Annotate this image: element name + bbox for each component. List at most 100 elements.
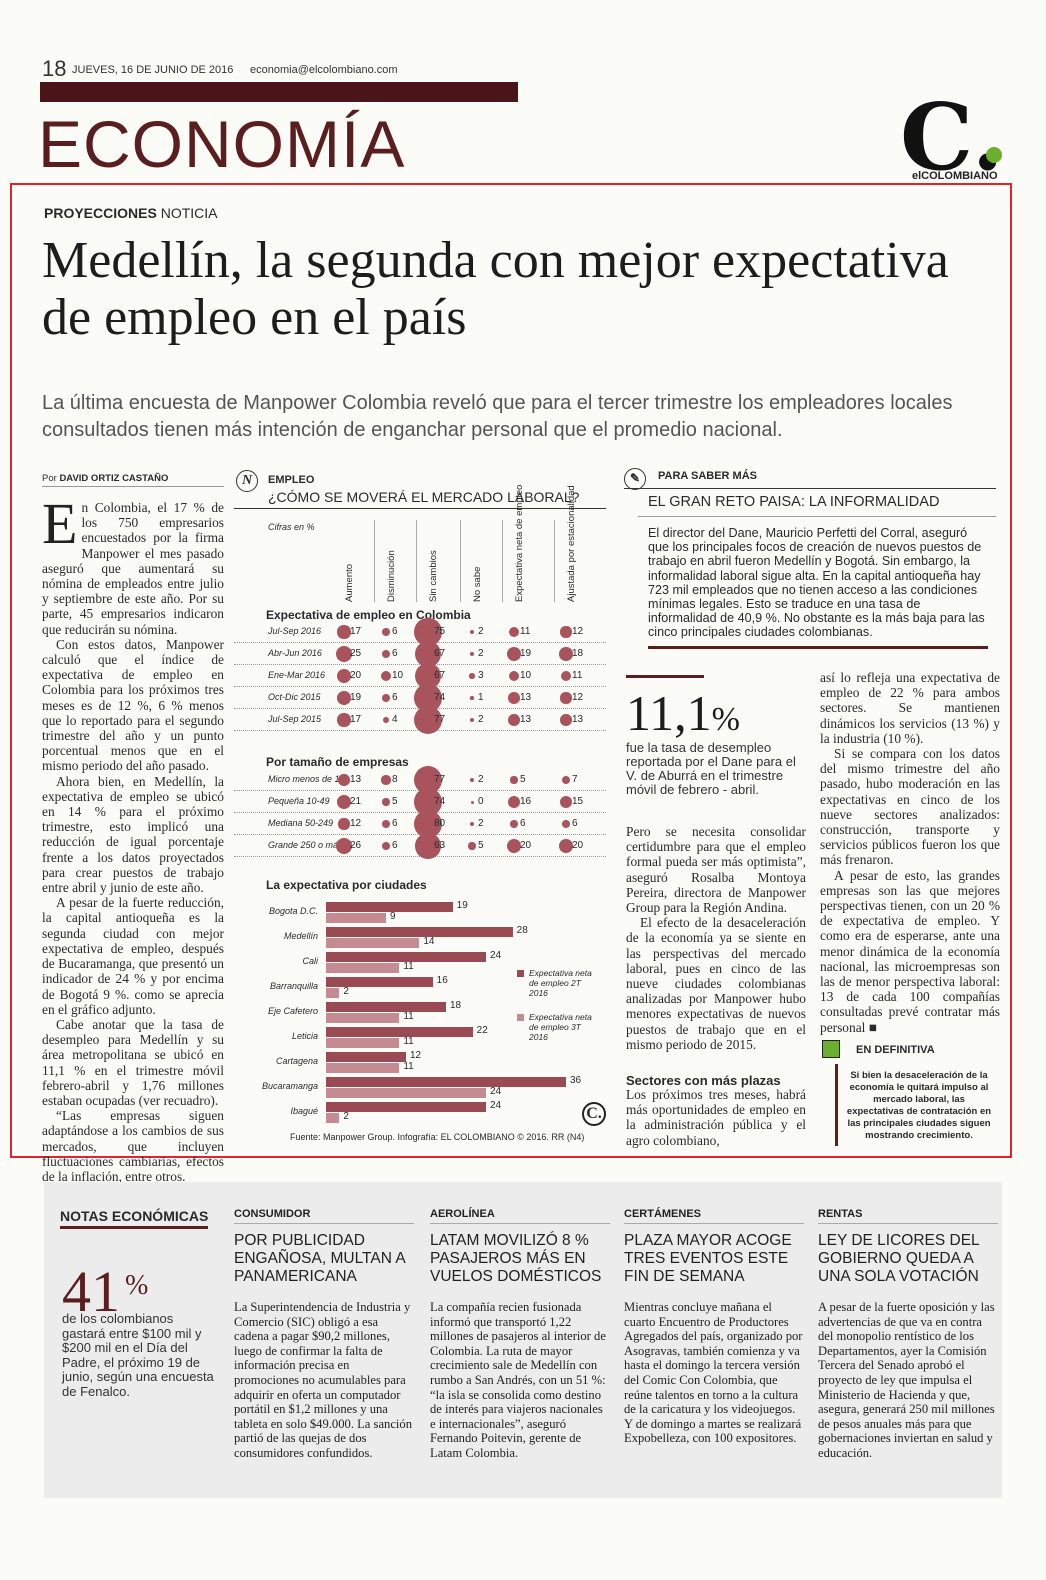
- bar-value: 11: [403, 961, 414, 972]
- cell-value: 6: [572, 818, 578, 829]
- table-row: Pequeña 10-49 21 5 74 0 16 15: [234, 788, 606, 816]
- cell-value: 15: [572, 796, 584, 807]
- legend-swatch-3t: [517, 1014, 524, 1021]
- definitiva-label: EN DEFINITIVA: [856, 1044, 935, 1056]
- notas-headline: POR PUBLICIDAD ENGAÑOSA, MULTAN A PANAME…: [234, 1232, 405, 1285]
- deck: La última encuesta de Manpower Colombia …: [42, 392, 953, 441]
- value-dot: [560, 692, 572, 704]
- saber-label-text: PARA SABER MÁS: [658, 470, 758, 482]
- notas-headline: LATAM MOVILIZÓ 8 % PASAJEROS MÁS EN VUEL…: [430, 1232, 602, 1285]
- definitiva-icon: [822, 1040, 840, 1058]
- cell-value: 19: [350, 692, 362, 703]
- saber-text: El director del Dane, Mauricio Perfetti …: [648, 526, 988, 649]
- bar-3t: [326, 1038, 400, 1048]
- value-dot: [468, 842, 476, 850]
- value-dot: [337, 713, 351, 727]
- chart-logo-icon: C.: [582, 1102, 606, 1126]
- bar-value: 12: [410, 1050, 422, 1061]
- cell-value: 1: [478, 692, 484, 703]
- table-column-header: Ajustada por estacionalidad: [566, 485, 577, 602]
- value-dot: [336, 646, 352, 662]
- pin-icon: ✎: [624, 468, 646, 490]
- legend-label-2t: Expectativa neta de empleo 2T 2016: [529, 968, 592, 998]
- bar-2t: [326, 1102, 486, 1112]
- paragraph: Con estos datos, Manpower calculó que el…: [42, 636, 224, 774]
- value-dot: [560, 714, 572, 726]
- cell-value: 12: [350, 818, 362, 829]
- cell-value: 63: [434, 840, 446, 851]
- table-1-title: Expectativa de empleo en Colombia: [266, 608, 471, 622]
- cell-value: 17: [350, 714, 362, 725]
- bar-2t: [326, 1027, 473, 1037]
- row-label: Ene-Mar 2016: [268, 670, 326, 680]
- bar-3t: [326, 1063, 400, 1073]
- row-label: Micro menos de 10: [268, 774, 345, 784]
- paragraph: “Las empresas siguen adaptándose a los c…: [42, 1108, 224, 1184]
- cell-value: 10: [392, 670, 404, 681]
- row-label: Jul-Sep 2015: [268, 714, 322, 724]
- table-column-header: No sabe: [472, 566, 483, 602]
- cell-value: 0: [478, 796, 484, 807]
- column-divider: [416, 520, 417, 602]
- city-label: Bogota D.C.: [268, 906, 318, 916]
- notas-title: NOTAS ECONÓMICAS: [60, 1208, 209, 1229]
- cell-value: 20: [520, 840, 532, 851]
- notas-category: AEROLÍNEA: [430, 1208, 610, 1224]
- cell-value: 77: [434, 714, 446, 725]
- stat-value: 11,1%: [626, 684, 740, 742]
- notas-category: CERTÁMENES: [624, 1208, 804, 1224]
- cell-value: 8: [392, 774, 398, 785]
- column-divider: [460, 520, 461, 602]
- graphic-source: Fuente: Manpower Group. Infografía: EL C…: [290, 1132, 585, 1142]
- value-dot: [337, 625, 351, 639]
- cell-value: 7: [572, 774, 578, 785]
- column-divider: [554, 520, 555, 602]
- value-dot: [508, 692, 520, 704]
- value-dot: [562, 820, 570, 828]
- bar-value: 24: [490, 1100, 502, 1111]
- legend-label-3t: Expectativa neta de empleo 3T 2016: [529, 1012, 592, 1042]
- bar-2t: [326, 952, 486, 962]
- value-dot: [336, 794, 352, 810]
- cell-value: 10: [520, 670, 532, 681]
- newspaper-name: elCOLOMBIANO: [912, 170, 998, 182]
- notas-economicas-band: [44, 1182, 1002, 1498]
- bar-2t: [326, 927, 513, 937]
- notas-text: La compañía recien fusionada informó que…: [430, 1300, 606, 1460]
- table-column-header: Aumento: [344, 563, 355, 602]
- table-row: Jul-Sep 2015 17 4 77 2 13 13: [234, 705, 606, 735]
- section-title: ECONOMÍA: [38, 107, 406, 181]
- value-dot: [338, 818, 350, 830]
- value-dot: [336, 668, 352, 684]
- cell-value: 6: [520, 818, 526, 829]
- city-label: Medellín: [283, 931, 318, 941]
- bar-value: 11: [403, 1011, 414, 1022]
- notas-headline: PLAZA MAYOR ACOGE TRES EVENTOS ESTE FIN …: [624, 1232, 792, 1285]
- bar-3t: [326, 1013, 400, 1023]
- bar-value: 2: [343, 986, 349, 997]
- cell-value: 19: [520, 648, 532, 659]
- bar-value: 19: [456, 900, 468, 911]
- notas-column: RENTAS LEY DE LICORES DEL GOBIERNO QUEDA…: [818, 1208, 998, 1461]
- cell-value: 13: [350, 774, 362, 785]
- headline: Medellín, la segunda con mejor expectati…: [42, 232, 949, 346]
- value-dot: [507, 795, 521, 809]
- highlight-frame: [10, 183, 1012, 1158]
- bar-3t: [326, 938, 420, 948]
- notas-text: La Superintendencia de Industria y Comer…: [234, 1300, 413, 1460]
- bar-2t: [326, 977, 433, 987]
- subheading: Sectores con más plazas: [626, 1073, 781, 1088]
- value-dot: [510, 776, 518, 784]
- table-row: Grande 250 o más 26 6 63 5 20 20: [234, 833, 606, 859]
- dropcap: E: [42, 491, 78, 556]
- cell-value: 20: [572, 840, 584, 851]
- cell-value: 26: [350, 840, 362, 851]
- cell-value: 6: [392, 648, 398, 659]
- notas-headline: LEY DE LICORES DEL GOBIERNO QUEDA A UNA …: [818, 1232, 980, 1285]
- bar-value: 11: [403, 1061, 414, 1072]
- bar-value: 9: [390, 911, 396, 922]
- value-dot: [413, 705, 443, 735]
- table-column-header: Expectativa neta de empleo: [514, 484, 525, 602]
- paragraph: Cabe anotar que la tasa de desempleo par…: [42, 1016, 224, 1108]
- column-divider: [374, 520, 375, 602]
